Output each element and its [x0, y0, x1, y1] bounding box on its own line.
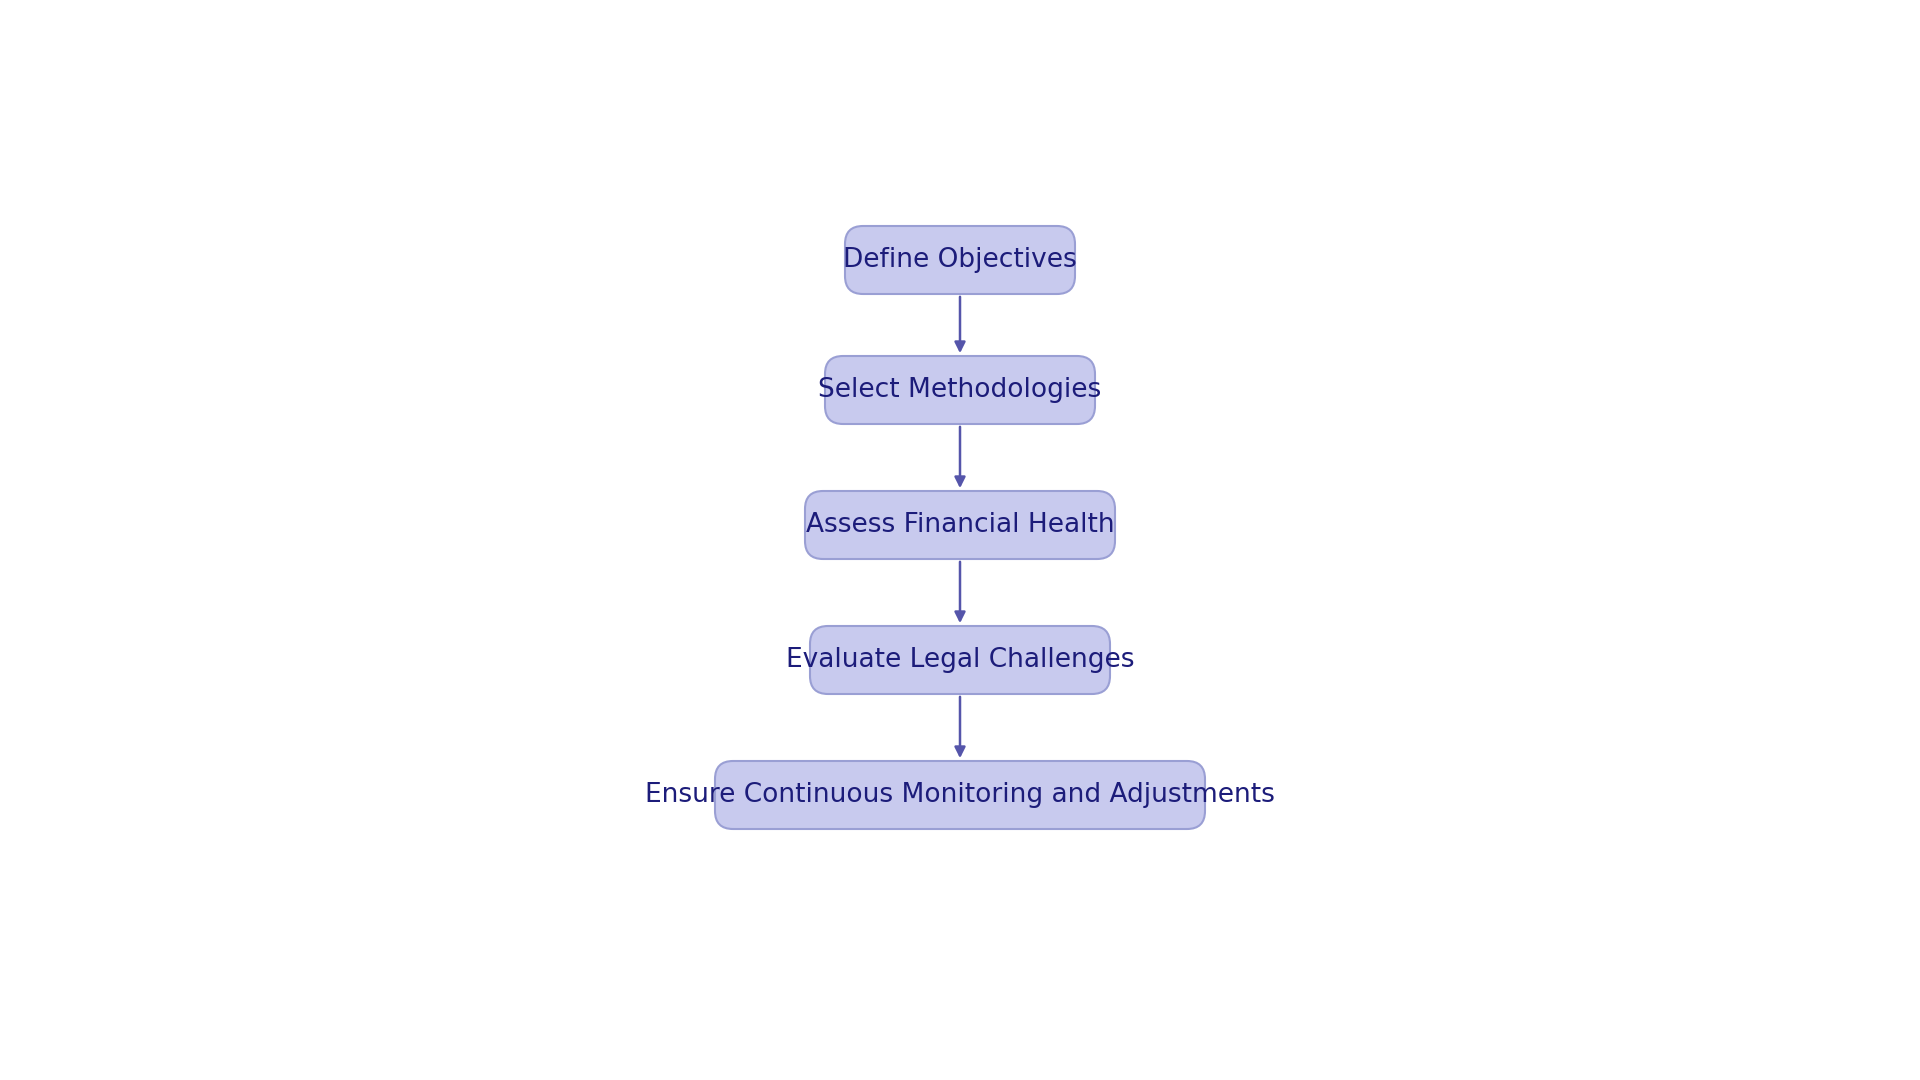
- Text: Evaluate Legal Challenges: Evaluate Legal Challenges: [785, 647, 1135, 673]
- FancyBboxPatch shape: [804, 491, 1116, 559]
- Text: Ensure Continuous Monitoring and Adjustments: Ensure Continuous Monitoring and Adjustm…: [645, 782, 1275, 808]
- Text: Define Objectives: Define Objectives: [843, 247, 1077, 273]
- FancyBboxPatch shape: [826, 356, 1094, 424]
- Text: Assess Financial Health: Assess Financial Health: [806, 512, 1114, 538]
- FancyBboxPatch shape: [714, 761, 1206, 829]
- Text: Select Methodologies: Select Methodologies: [818, 377, 1102, 403]
- FancyBboxPatch shape: [845, 226, 1075, 294]
- FancyBboxPatch shape: [810, 626, 1110, 694]
